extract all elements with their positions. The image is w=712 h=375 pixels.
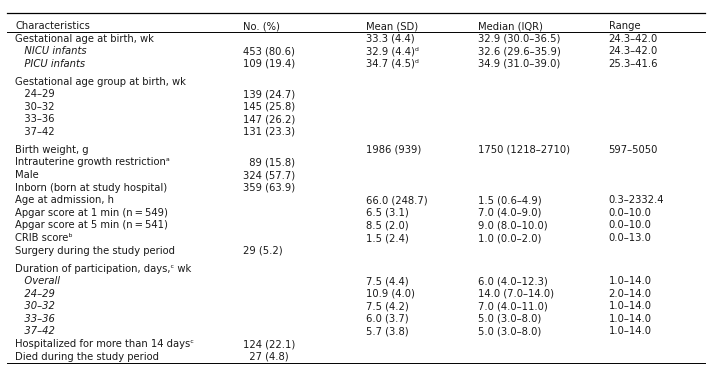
Text: 1.5 (2.4): 1.5 (2.4): [367, 233, 409, 243]
Text: 32.9 (30.0–36.5): 32.9 (30.0–36.5): [478, 33, 560, 44]
Text: 24–29: 24–29: [16, 89, 56, 99]
Text: 1.0–14.0: 1.0–14.0: [609, 301, 651, 311]
Text: 33–36: 33–36: [16, 114, 55, 125]
Text: Characteristics: Characteristics: [16, 21, 90, 32]
Text: 24.3–42.0: 24.3–42.0: [609, 33, 658, 44]
Text: 24.3–42.0: 24.3–42.0: [609, 46, 658, 56]
Text: 89 (15.8): 89 (15.8): [243, 158, 295, 168]
Text: Apgar score at 1 min (n = 549): Apgar score at 1 min (n = 549): [16, 208, 168, 218]
Text: Male: Male: [16, 170, 39, 180]
Text: 37–42: 37–42: [16, 127, 55, 137]
Text: Intrauterine growth restrictionᵃ: Intrauterine growth restrictionᵃ: [16, 158, 170, 168]
Text: 14.0 (7.0–14.0): 14.0 (7.0–14.0): [478, 289, 554, 299]
Text: 7.5 (4.4): 7.5 (4.4): [367, 276, 409, 286]
Text: Mean (SD): Mean (SD): [367, 21, 419, 32]
Text: 597–5050: 597–5050: [609, 145, 658, 155]
Text: 109 (19.4): 109 (19.4): [243, 59, 295, 69]
Text: 131 (23.3): 131 (23.3): [243, 127, 295, 137]
Text: 145 (25.8): 145 (25.8): [243, 102, 295, 112]
Text: 0.3–2332.4: 0.3–2332.4: [609, 195, 664, 205]
Text: 30–32: 30–32: [16, 102, 55, 112]
Text: 24–29: 24–29: [16, 289, 56, 299]
Text: 0.0–13.0: 0.0–13.0: [609, 233, 651, 243]
Text: 9.0 (8.0–10.0): 9.0 (8.0–10.0): [478, 220, 548, 230]
Text: No. (%): No. (%): [243, 21, 280, 32]
Text: 2.0–14.0: 2.0–14.0: [609, 289, 651, 299]
Text: Died during the study period: Died during the study period: [16, 352, 159, 362]
Text: Range: Range: [609, 21, 640, 32]
Text: 6.0 (3.7): 6.0 (3.7): [367, 314, 409, 324]
Text: Hospitalized for more than 14 daysᶜ: Hospitalized for more than 14 daysᶜ: [16, 339, 194, 349]
Text: 5.0 (3.0–8.0): 5.0 (3.0–8.0): [478, 314, 541, 324]
Text: 1.0–14.0: 1.0–14.0: [609, 276, 651, 286]
Text: Age at admission, h: Age at admission, h: [16, 195, 115, 205]
Text: 1986 (939): 1986 (939): [367, 145, 422, 155]
Text: CRIB scoreᵇ: CRIB scoreᵇ: [16, 233, 73, 243]
Text: 7.0 (4.0–9.0): 7.0 (4.0–9.0): [478, 208, 542, 218]
Text: 7.0 (4.0–11.0): 7.0 (4.0–11.0): [478, 301, 548, 311]
Text: 66.0 (248.7): 66.0 (248.7): [367, 195, 428, 205]
Text: 34.7 (4.5)ᵈ: 34.7 (4.5)ᵈ: [367, 59, 419, 69]
Text: PICU infants: PICU infants: [16, 59, 85, 69]
Text: 33–36: 33–36: [16, 314, 56, 324]
Text: 124 (22.1): 124 (22.1): [243, 339, 295, 349]
Text: 33.3 (4.4): 33.3 (4.4): [367, 33, 415, 44]
Text: 1.0 (0.0–2.0): 1.0 (0.0–2.0): [478, 233, 542, 243]
Text: 34.9 (31.0–39.0): 34.9 (31.0–39.0): [478, 59, 560, 69]
Text: 453 (80.6): 453 (80.6): [243, 46, 295, 56]
Text: 359 (63.9): 359 (63.9): [243, 183, 295, 193]
Text: Surgery during the study period: Surgery during the study period: [16, 246, 175, 256]
Text: Inborn (born at study hospital): Inborn (born at study hospital): [16, 183, 167, 193]
Text: Gestational age at birth, wk: Gestational age at birth, wk: [16, 33, 155, 44]
Text: 32.9 (4.4)ᵈ: 32.9 (4.4)ᵈ: [367, 46, 419, 56]
Text: Duration of participation, days,ᶜ wk: Duration of participation, days,ᶜ wk: [16, 264, 192, 273]
Text: NICU infants: NICU infants: [16, 46, 87, 56]
Text: Overall: Overall: [16, 276, 61, 286]
Text: 5.7 (3.8): 5.7 (3.8): [367, 327, 409, 336]
Text: 25.3–41.6: 25.3–41.6: [609, 59, 658, 69]
Text: 5.0 (3.0–8.0): 5.0 (3.0–8.0): [478, 327, 541, 336]
Text: 8.5 (2.0): 8.5 (2.0): [367, 220, 409, 230]
Text: 10.9 (4.0): 10.9 (4.0): [367, 289, 415, 299]
Text: 324 (57.7): 324 (57.7): [243, 170, 295, 180]
Text: 29 (5.2): 29 (5.2): [243, 246, 283, 256]
Text: 0.0–10.0: 0.0–10.0: [609, 208, 651, 218]
Text: 32.6 (29.6–35.9): 32.6 (29.6–35.9): [478, 46, 561, 56]
Text: 139 (24.7): 139 (24.7): [243, 89, 295, 99]
Text: 147 (26.2): 147 (26.2): [243, 114, 295, 125]
Text: 27 (4.8): 27 (4.8): [243, 352, 288, 362]
Text: 1750 (1218–2710): 1750 (1218–2710): [478, 145, 570, 155]
Text: 6.0 (4.0–12.3): 6.0 (4.0–12.3): [478, 276, 548, 286]
Text: 30–32: 30–32: [16, 301, 56, 311]
Text: Gestational age group at birth, wk: Gestational age group at birth, wk: [16, 76, 187, 87]
Text: Apgar score at 5 min (n = 541): Apgar score at 5 min (n = 541): [16, 220, 168, 230]
Text: 1.0–14.0: 1.0–14.0: [609, 327, 651, 336]
Text: 0.0–10.0: 0.0–10.0: [609, 220, 651, 230]
Text: Birth weight, g: Birth weight, g: [16, 145, 89, 155]
Text: 1.0–14.0: 1.0–14.0: [609, 314, 651, 324]
Text: 1.5 (0.6–4.9): 1.5 (0.6–4.9): [478, 195, 542, 205]
Text: 37–42: 37–42: [16, 327, 56, 336]
Text: 7.5 (4.2): 7.5 (4.2): [367, 301, 409, 311]
Text: 6.5 (3.1): 6.5 (3.1): [367, 208, 409, 218]
Text: Median (IQR): Median (IQR): [478, 21, 543, 32]
